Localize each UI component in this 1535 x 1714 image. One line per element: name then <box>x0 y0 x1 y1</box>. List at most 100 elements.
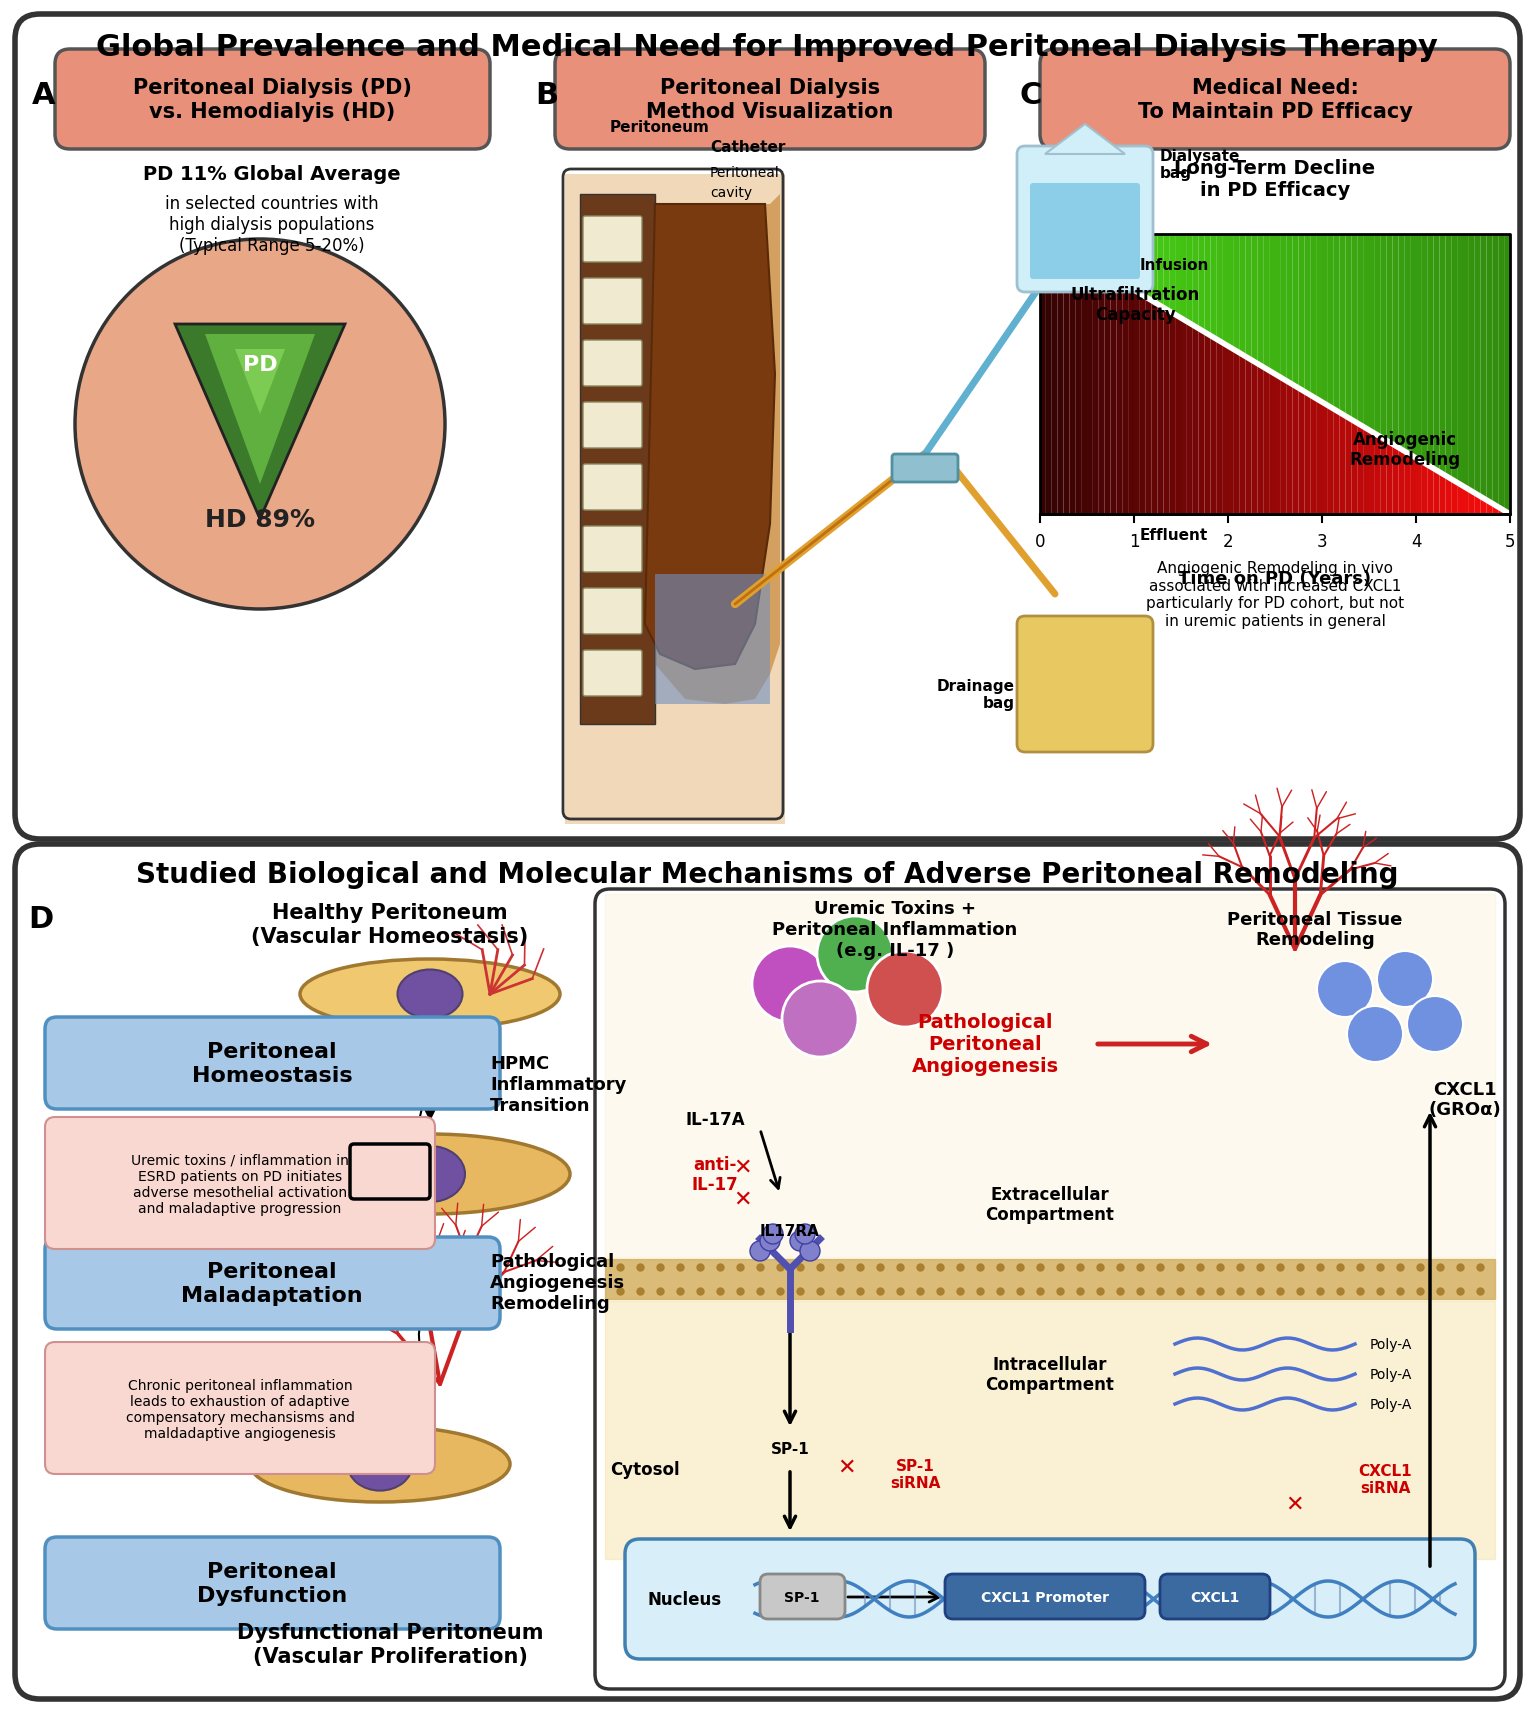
Polygon shape <box>1157 305 1164 514</box>
Polygon shape <box>1211 235 1216 339</box>
Text: Pathological
Peritoneal
Angiogenesis: Pathological Peritoneal Angiogenesis <box>912 1013 1059 1076</box>
Circle shape <box>760 1231 780 1251</box>
Polygon shape <box>1105 235 1110 278</box>
Polygon shape <box>1141 235 1145 298</box>
Text: CXCL1
siRNA: CXCL1 siRNA <box>1358 1464 1412 1495</box>
Text: Dialysate
bag: Dialysate bag <box>1160 149 1240 182</box>
Polygon shape <box>1504 235 1510 514</box>
Polygon shape <box>1311 396 1315 514</box>
Polygon shape <box>1164 235 1170 312</box>
Polygon shape <box>1382 437 1386 514</box>
Circle shape <box>795 1224 815 1244</box>
Polygon shape <box>1058 235 1064 249</box>
Polygon shape <box>1286 382 1292 514</box>
Polygon shape <box>1269 372 1276 514</box>
Polygon shape <box>1328 235 1334 410</box>
Text: Studied Biological and Molecular Mechanisms of Adverse Peritoneal Remodeling: Studied Biological and Molecular Mechani… <box>135 860 1398 888</box>
Circle shape <box>1348 1006 1403 1063</box>
Text: in selected countries with
high dialysis populations
(Typical Range 5-20%): in selected countries with high dialysis… <box>166 195 379 255</box>
Polygon shape <box>1041 235 1045 238</box>
Polygon shape <box>580 195 655 725</box>
Polygon shape <box>1357 235 1363 427</box>
Polygon shape <box>1421 463 1428 514</box>
Polygon shape <box>1187 322 1193 514</box>
FancyBboxPatch shape <box>45 1118 434 1250</box>
FancyBboxPatch shape <box>1018 147 1153 293</box>
Polygon shape <box>1411 235 1415 459</box>
FancyBboxPatch shape <box>583 588 642 634</box>
Polygon shape <box>1269 235 1276 375</box>
Circle shape <box>817 917 893 992</box>
Polygon shape <box>1180 319 1187 514</box>
Text: ✕: ✕ <box>838 1457 857 1477</box>
Polygon shape <box>1110 235 1116 281</box>
Polygon shape <box>1392 444 1398 514</box>
Polygon shape <box>1375 235 1382 437</box>
Text: C: C <box>1019 81 1042 110</box>
FancyBboxPatch shape <box>45 1238 500 1330</box>
Polygon shape <box>1334 410 1340 514</box>
Polygon shape <box>1222 235 1228 346</box>
Text: ✕: ✕ <box>734 1190 752 1210</box>
Text: SP-1
siRNA: SP-1 siRNA <box>890 1459 939 1491</box>
Polygon shape <box>1292 235 1299 389</box>
Polygon shape <box>1064 249 1070 514</box>
Polygon shape <box>1205 235 1211 336</box>
Text: cavity: cavity <box>711 185 752 201</box>
Text: D: D <box>28 905 54 934</box>
Text: Global Prevalence and Medical Need for Improved Peritoneal Dialysis Therapy: Global Prevalence and Medical Need for I… <box>97 33 1438 62</box>
Polygon shape <box>1292 386 1299 514</box>
Polygon shape <box>1081 259 1087 514</box>
Polygon shape <box>1245 235 1251 360</box>
Polygon shape <box>1122 285 1128 514</box>
Ellipse shape <box>290 1135 569 1214</box>
Polygon shape <box>1357 423 1363 514</box>
Polygon shape <box>1070 252 1074 514</box>
Polygon shape <box>1134 235 1141 295</box>
Text: Effluent: Effluent <box>1141 528 1208 542</box>
Polygon shape <box>1421 235 1428 466</box>
Text: 4: 4 <box>1411 533 1421 550</box>
Polygon shape <box>1481 497 1486 514</box>
Polygon shape <box>1128 288 1134 514</box>
Text: 3: 3 <box>1317 533 1328 550</box>
FancyBboxPatch shape <box>583 464 642 511</box>
Polygon shape <box>1334 235 1340 413</box>
Polygon shape <box>1469 490 1475 514</box>
Polygon shape <box>1305 235 1311 396</box>
Polygon shape <box>1128 235 1134 291</box>
Text: PD 11% Global Average: PD 11% Global Average <box>143 166 401 185</box>
Polygon shape <box>1315 235 1322 403</box>
Polygon shape <box>1322 403 1328 514</box>
Polygon shape <box>1176 315 1180 514</box>
FancyBboxPatch shape <box>583 651 642 696</box>
FancyBboxPatch shape <box>55 50 490 149</box>
Polygon shape <box>1492 504 1498 514</box>
Text: Time on PD (Years): Time on PD (Years) <box>1179 569 1372 588</box>
Polygon shape <box>1145 298 1151 514</box>
Polygon shape <box>1045 238 1051 514</box>
Polygon shape <box>1193 235 1199 329</box>
Polygon shape <box>175 326 345 519</box>
Ellipse shape <box>299 960 560 1030</box>
Polygon shape <box>1199 235 1205 333</box>
Polygon shape <box>1151 302 1157 514</box>
Polygon shape <box>1176 235 1180 319</box>
Polygon shape <box>1405 235 1411 456</box>
Text: Peritoneal Tissue
Remodeling: Peritoneal Tissue Remodeling <box>1228 910 1403 950</box>
FancyBboxPatch shape <box>45 1537 500 1628</box>
Circle shape <box>1377 951 1434 1008</box>
Polygon shape <box>655 574 771 704</box>
Polygon shape <box>1434 470 1440 514</box>
Polygon shape <box>1375 434 1382 514</box>
FancyBboxPatch shape <box>946 1573 1145 1620</box>
Polygon shape <box>1451 480 1457 514</box>
Text: IL-17A: IL-17A <box>685 1111 744 1128</box>
Polygon shape <box>1251 360 1257 514</box>
Text: Peritoneal Dialysis (PD)
vs. Hemodialyis (HD): Peritoneal Dialysis (PD) vs. Hemodialyis… <box>132 79 411 122</box>
Polygon shape <box>1087 262 1093 514</box>
Text: ✕: ✕ <box>1286 1495 1305 1513</box>
Polygon shape <box>1164 309 1170 514</box>
Polygon shape <box>1498 235 1504 511</box>
Polygon shape <box>1257 365 1263 514</box>
